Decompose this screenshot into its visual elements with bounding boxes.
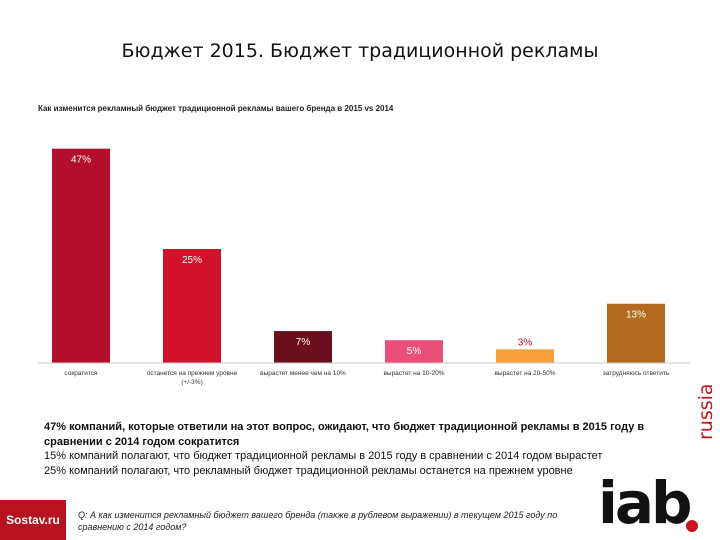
category-label-2: останется на прежнем уровне (+/-3%) bbox=[147, 370, 238, 386]
chart-title: Как изменится рекламный бюджет традицион… bbox=[38, 104, 394, 113]
bar-value-label-1: 47% bbox=[71, 155, 91, 166]
bar-value-label-4: 5% bbox=[407, 346, 422, 357]
bar-value-label-5: 3% bbox=[518, 337, 533, 348]
bar-3 bbox=[274, 331, 332, 363]
bar-1 bbox=[52, 148, 110, 363]
category-label-1: сократится bbox=[64, 370, 98, 377]
category-label-3: вырастет менее чем на 10% bbox=[260, 370, 346, 377]
category-label-6: затрудняюсь ответить bbox=[603, 370, 670, 377]
bar-5 bbox=[496, 349, 554, 363]
bar-2 bbox=[163, 249, 221, 363]
bar-value-label-6: 13% bbox=[626, 310, 646, 321]
iab-russia-logo: russia bbox=[695, 383, 717, 440]
sostav-logo: Sostav.ru bbox=[0, 500, 66, 540]
bar-value-label-2: 25% bbox=[182, 255, 202, 266]
bar-4 bbox=[385, 340, 443, 363]
category-label-4: вырастет на 10-20% bbox=[383, 370, 444, 377]
slide-title: Бюджет 2015. Бюджет традиционной рекламы bbox=[121, 40, 599, 62]
iab-logo-dot bbox=[686, 520, 698, 532]
note-line-decrease: 47% компаний, которые ответили на этот в… bbox=[44, 421, 645, 448]
survey-question: Q: А как изменится рекламный бюджет ваше… bbox=[78, 510, 558, 532]
iab-logo: iab bbox=[598, 469, 693, 537]
category-label-5: вырастет на 20-50% bbox=[494, 370, 555, 377]
notes: 47% компаний, которые ответили на этот в… bbox=[44, 420, 674, 478]
bar-chart: Как изменится рекламный бюджет традицион… bbox=[38, 104, 690, 386]
note-line-increase: 15% компаний полагают, что бюджет традиц… bbox=[44, 450, 603, 462]
bar-6 bbox=[607, 303, 665, 363]
note-line-same: 25% компаний полагают, что рекламный бюд… bbox=[44, 464, 573, 477]
bar-value-label-3: 7% bbox=[296, 337, 311, 348]
